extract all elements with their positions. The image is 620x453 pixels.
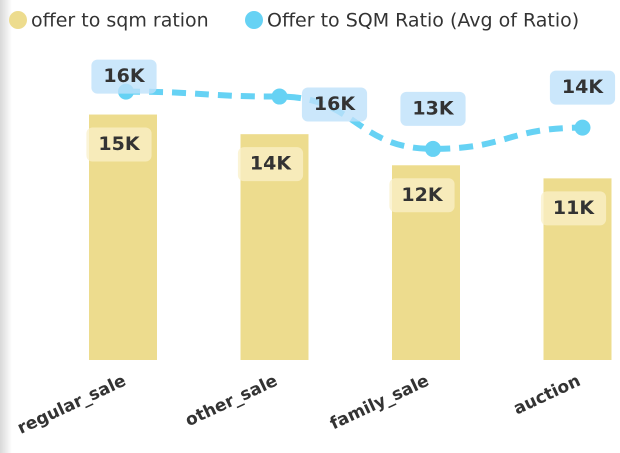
legend-swatch [245, 11, 263, 29]
line-value-label: 16K [103, 65, 145, 87]
x-tick-label: family_sale [327, 371, 432, 434]
bar-value-label-box [540, 191, 607, 226]
bar-value-label-box [237, 147, 304, 182]
x-tick-label: other_sale [182, 371, 280, 431]
bar-value-label-box [389, 178, 455, 213]
x-tick-label: regular_sale [14, 371, 129, 439]
line-value-label: 16K [314, 93, 356, 115]
bar-value-label: 14K [250, 153, 292, 175]
line-value-label: 13K [412, 97, 454, 119]
legend-label: offer to sqm ration [31, 10, 209, 32]
bar-value-label: 12K [401, 184, 443, 206]
line-value-label-box [549, 70, 616, 105]
line-point [425, 140, 441, 157]
legend-label: Offer to SQM Ratio (Avg of Ratio) [267, 10, 579, 32]
bar-value-label-box [86, 127, 152, 162]
line-value-label-box [91, 59, 157, 94]
line-point [271, 88, 288, 105]
bar-value-label: 15K [98, 133, 140, 155]
edge-shade [0, 0, 12, 453]
x-tick-label: auction [511, 371, 584, 419]
line-value-label: 14K [562, 76, 604, 98]
line [125, 88, 583, 152]
line-value-label-box [301, 87, 368, 122]
legend-swatch [9, 11, 27, 29]
line-point [574, 119, 591, 136]
line-value-label-box [400, 91, 466, 126]
bar-value-label: 11K [553, 197, 595, 219]
